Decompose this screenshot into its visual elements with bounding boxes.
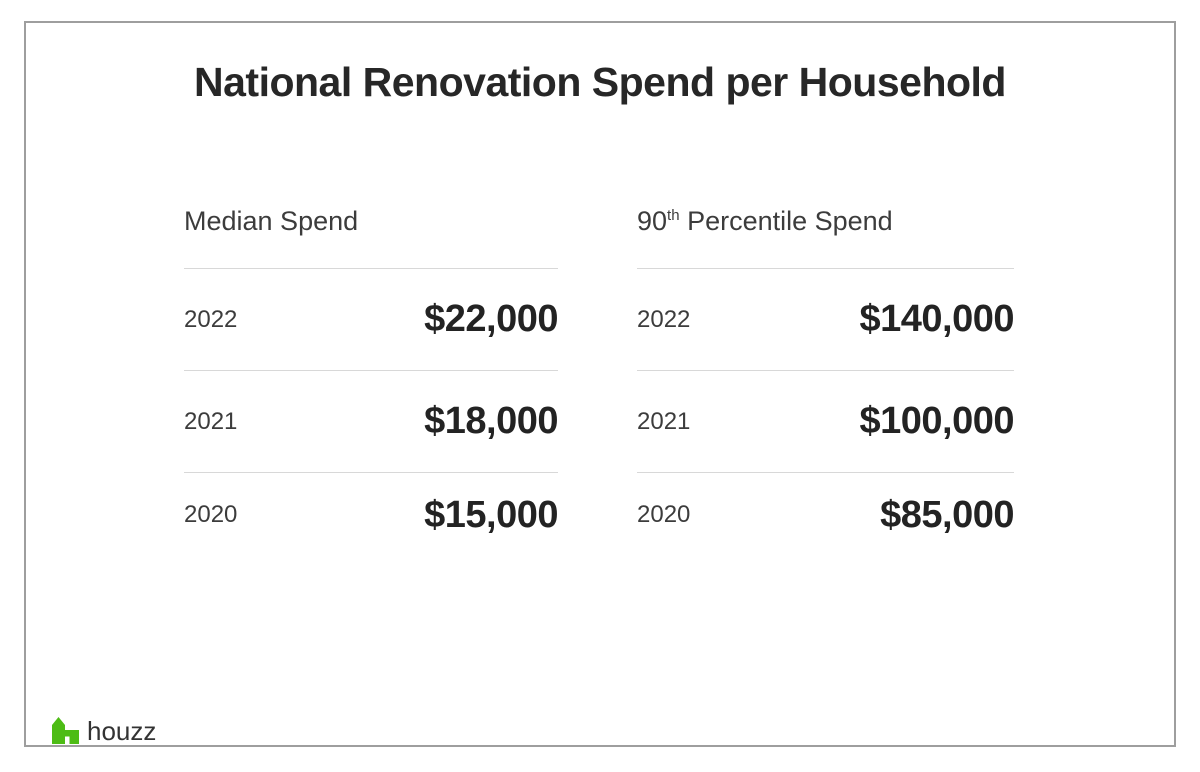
percentile-spend-table: 90th Percentile Spend 2022 $140,000 2021… <box>637 206 1014 557</box>
header-text-rest: Percentile Spend <box>679 206 893 236</box>
chart-title: National Renovation Spend per Household <box>194 59 1006 105</box>
year-label: 2021 <box>637 407 691 435</box>
header-text: 90 <box>637 206 668 236</box>
year-label: 2022 <box>637 305 691 333</box>
column-header-percentile: 90th Percentile Spend <box>637 206 1014 269</box>
year-label: 2020 <box>184 501 238 528</box>
spend-value: $15,000 <box>424 493 558 536</box>
houzz-wordmark: houzz <box>87 716 157 746</box>
spend-value: $18,000 <box>424 400 558 442</box>
table-row-median-2022: 2022 $22,000 <box>184 269 558 371</box>
spend-value: $100,000 <box>859 400 1015 442</box>
infographic-card: National Renovation Spend per Household … <box>24 21 1176 747</box>
spend-value: $22,000 <box>424 298 558 340</box>
table-row-percentile-2021: 2021 $100,000 <box>637 371 1014 473</box>
houzz-logo: houzz <box>52 717 156 744</box>
header-text: Median Spend <box>184 206 359 236</box>
year-label: 2020 <box>637 501 691 528</box>
spend-tables: Median Spend 2022 $22,000 2021 $18,000 2… <box>184 206 1174 557</box>
header-superscript: th <box>667 207 680 224</box>
column-header-median: Median Spend <box>184 206 558 269</box>
median-spend-table: Median Spend 2022 $22,000 2021 $18,000 2… <box>184 206 558 557</box>
table-row-median-2020: 2020 $15,000 <box>184 473 558 557</box>
table-row-median-2021: 2021 $18,000 <box>184 371 558 473</box>
houzz-h-icon <box>52 717 79 744</box>
table-row-percentile-2022: 2022 $140,000 <box>637 269 1014 371</box>
table-row-percentile-2020: 2020 $85,000 <box>637 473 1014 557</box>
spend-value: $85,000 <box>880 493 1014 536</box>
spend-value: $140,000 <box>859 298 1015 340</box>
year-label: 2022 <box>184 305 238 333</box>
year-label: 2021 <box>184 407 238 435</box>
